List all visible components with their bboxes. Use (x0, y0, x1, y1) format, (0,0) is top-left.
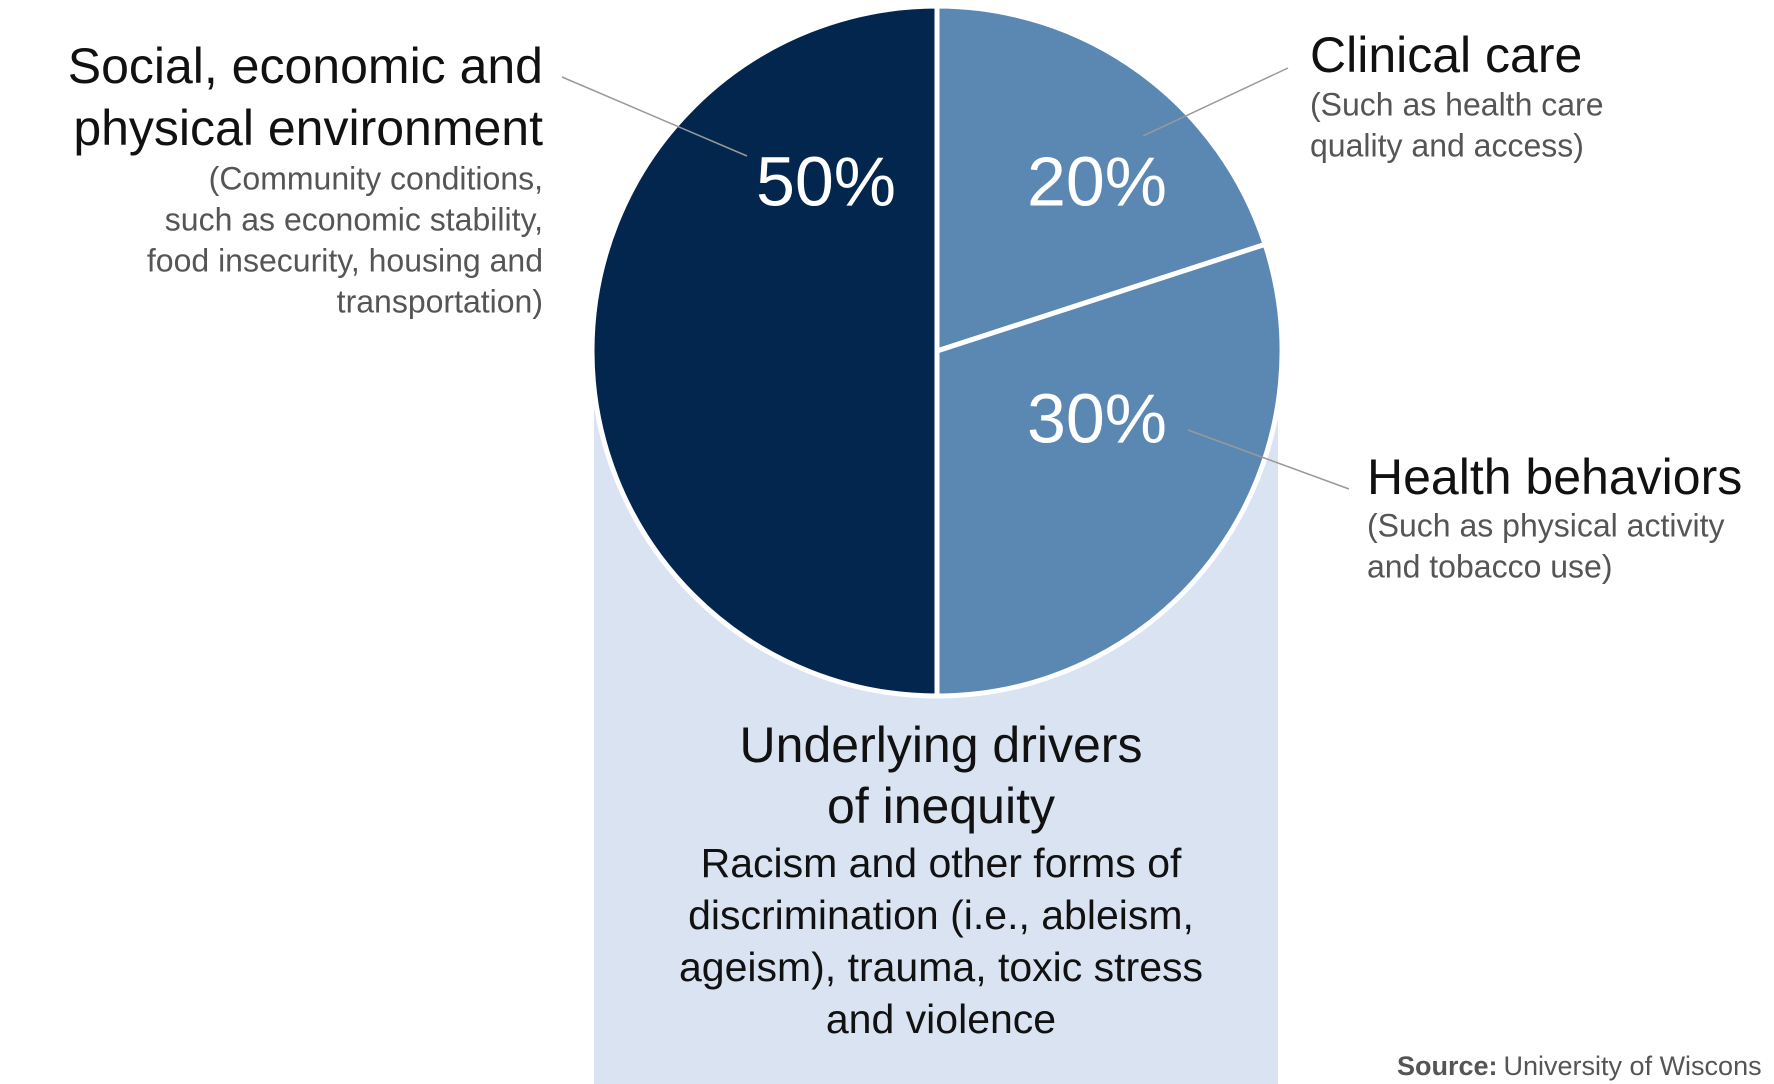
value-label: 50% (756, 142, 896, 220)
annotation-line: ageism), trauma, toxic stress (679, 944, 1203, 990)
source-label: Source: (1397, 1051, 1498, 1081)
pie-slice (934, 3, 1269, 355)
category-description: transportation) (337, 283, 543, 319)
source-text: University of Wiscons (1504, 1051, 1762, 1081)
pie (589, 3, 1285, 699)
pie-slice (589, 3, 940, 699)
source: Source: University of Wiscons (1397, 1051, 1762, 1081)
category-label: physical environment (73, 100, 543, 156)
category-description: such as economic stability, (165, 201, 543, 237)
annotation-line: discrimination (i.e., ableism, (688, 892, 1194, 938)
category-label: Social, economic and (68, 38, 543, 94)
category-description: (Such as physical activity (1367, 507, 1724, 543)
annotation-line: and violence (826, 996, 1056, 1042)
annotation-title: Underlying drivers (740, 717, 1143, 773)
category-description: quality and access) (1310, 127, 1584, 163)
category-label: Health behaviors (1367, 449, 1742, 505)
pie-slice (934, 241, 1285, 699)
leader-line (1187, 429, 1350, 490)
category-description: (Community conditions, (209, 160, 543, 196)
category-description: and tobacco use) (1367, 548, 1613, 584)
value-label: 30% (1027, 379, 1167, 457)
category-description: (Such as health care (1310, 86, 1604, 122)
annotation-line: Racism and other forms of (701, 840, 1182, 886)
annotation-title: of inequity (827, 778, 1055, 834)
value-label: 20% (1027, 142, 1167, 220)
leader-line (1142, 67, 1289, 137)
category-label: Clinical care (1310, 27, 1582, 83)
category-description: food insecurity, housing and (147, 242, 543, 278)
leader-line (561, 76, 748, 157)
